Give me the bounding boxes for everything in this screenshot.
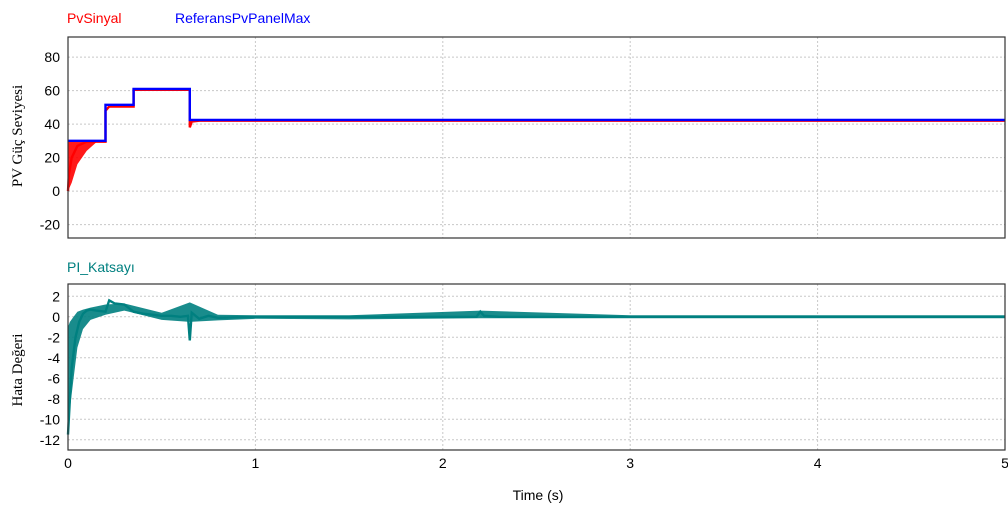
y-tick-label: 20 <box>44 150 60 166</box>
y-axis-label-error: Hata Değeri <box>10 334 26 407</box>
grid-lines <box>68 37 1005 238</box>
x-tick-label: 0 <box>64 455 72 471</box>
series-line-PI_Katsayı <box>66 298 1005 435</box>
legend-pvsinyal: PvSinyal <box>67 10 121 26</box>
pvsinyal-oscillation-band <box>68 140 97 192</box>
plot-frame <box>67 283 1006 451</box>
series-line-ReferansPvPanelMax <box>68 87 1005 143</box>
y-tick-label: -8 <box>48 391 61 407</box>
series-band-PvSinyal <box>68 140 97 192</box>
legend-pi-katsayi: PI_Katsayı <box>67 259 135 275</box>
y-tick-label: 60 <box>44 83 60 99</box>
y-tick-label: 2 <box>52 288 60 304</box>
x-tick-label: 2 <box>439 455 447 471</box>
series-line-PvSinyal <box>66 88 1005 192</box>
y-tick-label: -10 <box>40 411 60 427</box>
x-tick-labels: 0 1 2 3 4 5 <box>64 455 1008 471</box>
y-tick-labels: 80 60 40 20 0 -20 <box>40 49 60 233</box>
y-tick-label: -20 <box>40 217 60 233</box>
x-axis-label: Time (s) <box>513 487 564 503</box>
pv-power-panel: PvSinyal ReferansPvPanelMax PV Güç Seviy… <box>10 10 1006 239</box>
x-tick-label: 4 <box>814 455 822 471</box>
plot-frame <box>67 36 1006 239</box>
series-band-PI_Katsayı <box>68 302 1005 438</box>
y-tick-label: -6 <box>48 370 61 386</box>
series-lines <box>66 298 1005 435</box>
error-panel: PI_Katsayı Hata Değeri 20-2-4-6-8-10-12 … <box>10 259 1008 503</box>
x-tick-label: 3 <box>626 455 634 471</box>
y-tick-labels: 2 0 -2 -4 -6 -8 -10 -12 <box>40 288 60 447</box>
pi-oscillation-band <box>68 302 1005 438</box>
y-tick-label: -2 <box>48 329 61 345</box>
y-tick-label: 80 <box>44 49 60 65</box>
y-tick-label: 0 <box>52 309 60 325</box>
y-tick-label: 0 <box>52 183 60 199</box>
y-tick-label: -12 <box>40 432 60 448</box>
y-tick-label: -4 <box>48 350 61 366</box>
legend-referans: ReferansPvPanelMax <box>175 10 310 26</box>
y-axis-label-pv: PV Güç Seviyesi <box>10 85 26 187</box>
grid-lines <box>68 284 1005 450</box>
x-tick-label: 1 <box>252 455 260 471</box>
x-tick-label: 5 <box>1001 455 1008 471</box>
y-tick-label: 40 <box>44 116 60 132</box>
series-lines <box>66 87 1005 192</box>
